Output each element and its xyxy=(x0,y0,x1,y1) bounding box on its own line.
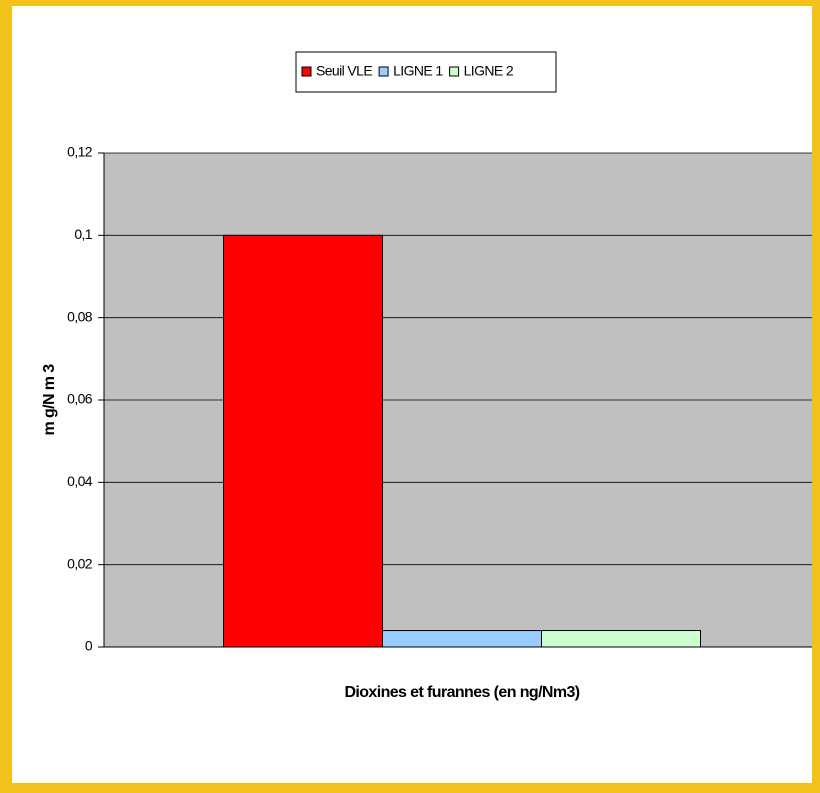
legend-label: LIGNE 1 xyxy=(393,63,443,79)
bar xyxy=(541,630,701,648)
y-tick-label: 0 xyxy=(85,638,93,654)
legend-swatch xyxy=(301,66,312,77)
bar xyxy=(223,234,383,648)
legend-label: LIGNE 2 xyxy=(464,63,514,79)
x-tick-label: Dioxines et furannes (en ng/Nm3) xyxy=(344,684,579,701)
y-tick-label: 0,08 xyxy=(67,308,93,324)
bar xyxy=(382,630,542,648)
legend-swatch xyxy=(449,66,460,77)
legend-box xyxy=(295,51,557,93)
legend-label: Seuil VLE xyxy=(316,63,372,79)
y-tick-label: 0,1 xyxy=(74,226,92,242)
legend-swatch xyxy=(378,66,389,77)
y-tick-label: 0,04 xyxy=(67,473,93,489)
y-tick-label: 0,12 xyxy=(67,144,93,160)
y-tick-label: 0,02 xyxy=(67,555,93,571)
y-tick-label: 0,06 xyxy=(67,391,93,407)
y-axis-title: m g/N m 3 xyxy=(41,364,58,436)
